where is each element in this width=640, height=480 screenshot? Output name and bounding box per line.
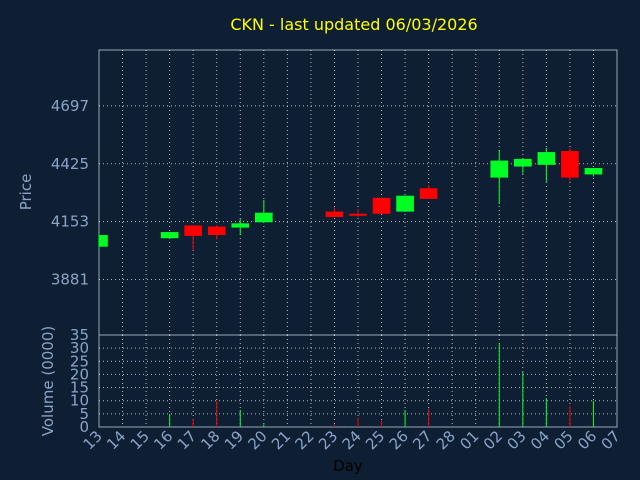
candle-body	[396, 195, 414, 212]
volume-tick-label: 35	[70, 326, 89, 344]
candle-body	[372, 197, 391, 214]
price-tick-label: 3881	[51, 270, 89, 288]
chart-title: CKN - last updated 06/03/2026	[230, 15, 477, 34]
price-tick-label: 4697	[51, 97, 89, 115]
x-tick-label: 22	[292, 427, 318, 453]
x-tick-label: 04	[527, 427, 553, 453]
x-tick-label: 06	[574, 427, 600, 453]
volume-tick-label: 15	[70, 379, 89, 397]
x-tick-label: 03	[503, 427, 529, 453]
x-tick-label: 21	[268, 427, 294, 453]
x-tick-label: 18	[197, 427, 223, 453]
candle-body	[325, 211, 344, 217]
volume-tick-label: 25	[70, 352, 89, 370]
x-axis-ticks: 1314151617181920212223242526272801020304…	[80, 427, 624, 453]
x-tick-label: 24	[339, 427, 365, 453]
volume-tick-label: 20	[70, 365, 89, 383]
x-tick-label: 19	[221, 427, 247, 453]
candle-body	[349, 213, 367, 216]
x-tick-label: 01	[456, 427, 482, 453]
x-tick-label: 28	[433, 427, 459, 453]
x-tick-label: 23	[315, 427, 341, 453]
candle-body	[231, 223, 250, 228]
candle-body	[254, 212, 273, 223]
price-plot-frame	[98, 49, 618, 336]
volume-plot-frame	[98, 334, 618, 428]
x-tick-label: 07	[598, 427, 624, 453]
candle-body	[513, 158, 532, 167]
x-axis-label: Day	[333, 457, 363, 475]
volume-tick-label: 30	[70, 339, 89, 357]
candle-body	[561, 151, 579, 178]
candle-body	[207, 226, 226, 236]
volume-tick-label: 5	[79, 405, 89, 423]
x-tick-label: 15	[127, 427, 153, 453]
price-panel: 3881 4153 4425 4697	[51, 49, 618, 336]
x-tick-label: 25	[362, 427, 388, 453]
candle-body	[419, 188, 438, 199]
x-tick-label: 14	[103, 427, 129, 453]
candle-body	[584, 168, 603, 175]
candle-body	[184, 225, 203, 236]
price-axis-label: Price	[17, 174, 35, 211]
price-tick-label: 4425	[51, 155, 89, 173]
candle-body	[537, 152, 556, 165]
x-tick-label: 17	[174, 427, 200, 453]
candle-body	[99, 235, 108, 247]
candle-body	[160, 232, 179, 239]
x-tick-label: 26	[386, 427, 412, 453]
price-tick-label: 4153	[51, 213, 89, 231]
x-tick-label: 16	[150, 427, 176, 453]
x-tick-label: 27	[409, 427, 435, 453]
volume-tick-label: 0	[79, 418, 89, 436]
x-tick-label: 05	[551, 427, 577, 453]
candle-body	[490, 160, 509, 178]
x-tick-label: 20	[244, 427, 270, 453]
volume-axis-label: Volume (0000)	[39, 326, 57, 436]
volume-tick-label: 10	[70, 392, 89, 410]
x-tick-label: 02	[480, 427, 506, 453]
